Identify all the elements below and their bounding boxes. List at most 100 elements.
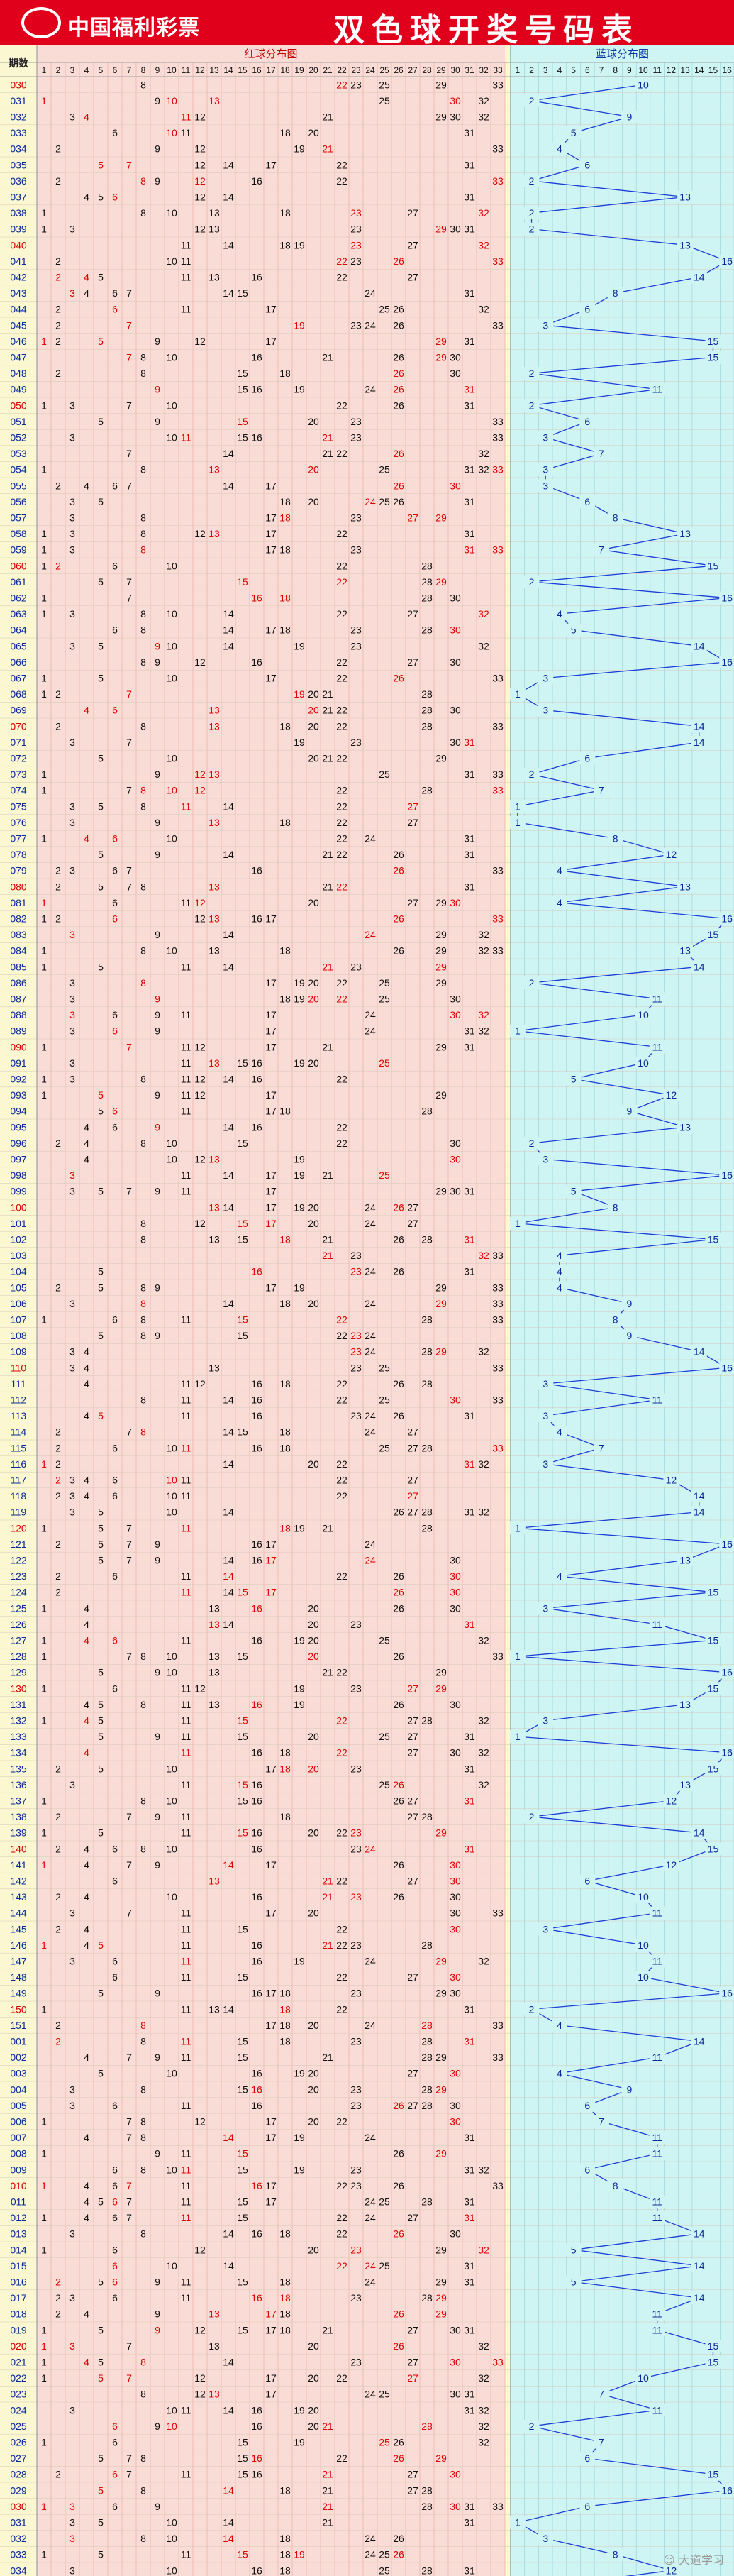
blue-ball-mark-bg (691, 735, 707, 749)
red-ball-mark: 15 (237, 1426, 248, 1438)
blue-ball-mark-bg (719, 591, 734, 605)
red-ball-mark: 18 (279, 624, 291, 636)
red-ball-mark: 11 (181, 1089, 191, 1101)
red-ball-mark: 21 (322, 1939, 333, 1951)
red-ball-mark: 7 (126, 865, 132, 876)
blue-ball-mark: 11 (652, 1619, 662, 1630)
blue-ball-mark: 1 (515, 1522, 521, 1534)
blue-ball-mark-bg (551, 1265, 567, 1278)
red-ball-mark: 26 (393, 2228, 404, 2240)
red-ball-mark: 24 (365, 1266, 376, 1277)
blue-ball-mark-bg (523, 94, 540, 107)
red-ball-mark: 11 (181, 255, 191, 267)
red-ball-mark: 15 (237, 1715, 248, 1727)
red-ball-mark: 15 (237, 416, 248, 427)
blue-ball-mark: 9 (626, 1106, 632, 1117)
blue-ball-mark-bg (607, 832, 623, 845)
red-ball-mark: 2 (55, 1891, 61, 1903)
red-ball-mark: 22 (336, 1667, 347, 1678)
red-ball-mark: 13 (208, 769, 220, 780)
red-ball-mark: 29 (435, 1827, 447, 1839)
red-ball-mark: 22 (336, 2003, 347, 2015)
red-column-label: 23 (351, 65, 361, 75)
period-label: 076 (10, 817, 27, 828)
red-ball-mark: 14 (223, 1458, 234, 1470)
red-ball-mark: 19 (294, 2164, 305, 2175)
red-ball-mark: 17 (265, 2020, 277, 2031)
red-ball-mark: 3 (69, 2565, 75, 2576)
red-ball-mark: 27 (407, 1201, 418, 1213)
red-ball-mark: 8 (140, 2164, 146, 2175)
red-ball-mark: 1 (41, 1041, 47, 1052)
red-ball-mark: 4 (84, 1635, 89, 1646)
red-ball-mark: 8 (140, 1651, 146, 1662)
red-ball-mark: 3 (69, 1057, 75, 1069)
blue-ball-mark-bg (649, 992, 665, 1006)
red-column-label: 21 (323, 65, 333, 75)
red-ball-mark: 27 (407, 2100, 418, 2111)
red-ball-mark: 4 (84, 1843, 89, 1854)
red-ball-mark: 19 (294, 1201, 305, 1213)
blue-ball-mark-bg (551, 1249, 567, 1262)
blue-ball-mark-bg (677, 1553, 694, 1567)
red-ball-mark: 22 (336, 881, 347, 892)
red-ball-mark: 24 (365, 1025, 376, 1037)
red-ball-mark: 2 (55, 1490, 61, 1502)
period-label: 045 (10, 319, 27, 331)
period-label: 043 (10, 287, 27, 299)
red-ball-mark: 20 (308, 416, 319, 427)
red-ball-mark: 31 (464, 2036, 475, 2047)
blue-ball-mark: 14 (694, 2036, 705, 2047)
blue-ball-mark: 16 (721, 1169, 733, 1181)
blue-ball-mark-bg (538, 1152, 554, 1166)
red-ball-mark: 25 (379, 1169, 390, 1181)
red-ball-mark: 21 (322, 849, 333, 860)
red-column-label: 29 (436, 65, 446, 75)
red-ball-mark: 13 (208, 528, 220, 539)
red-ball-mark: 15 (237, 2549, 248, 2560)
period-label: 081 (10, 897, 27, 908)
red-ball-mark: 27 (407, 897, 418, 908)
red-ball-mark: 8 (140, 2357, 146, 2368)
red-ball-mark: 19 (294, 688, 305, 700)
red-ball-mark: 10 (166, 1507, 177, 1518)
red-ball-mark: 2 (55, 336, 61, 347)
period-label: 016 (10, 2277, 27, 2288)
red-ball-mark: 3 (69, 640, 75, 651)
red-column-label: 18 (280, 65, 290, 75)
red-ball-mark: 8 (140, 512, 146, 524)
period-label: 105 (10, 1282, 27, 1293)
red-ball-mark: 6 (112, 2437, 118, 2448)
red-ball-mark: 2 (55, 272, 61, 283)
blue-ball-mark: 6 (584, 2453, 590, 2464)
red-ball-mark: 32 (478, 239, 489, 251)
red-ball-mark: 29 (435, 929, 447, 940)
blue-column-label: 3 (543, 65, 548, 75)
red-ball-mark: 16 (251, 432, 262, 444)
red-ball-mark: 1 (41, 1602, 47, 1614)
red-ball-mark: 14 (223, 1394, 234, 1406)
red-ball-mark: 1 (41, 1795, 47, 1807)
period-label: 022 (10, 2372, 27, 2384)
red-ball-mark: 7 (126, 1908, 132, 1919)
red-ball-mark: 26 (393, 1570, 404, 1582)
red-ball-mark: 9 (155, 656, 160, 668)
red-ball-mark: 26 (393, 1201, 404, 1213)
red-ball-mark: 8 (140, 1298, 146, 1309)
red-ball-mark: 12 (194, 192, 206, 203)
red-ball-mark: 1 (41, 1939, 47, 1951)
red-ball-mark: 31 (464, 849, 475, 860)
red-ball-mark: 8 (140, 2453, 146, 2464)
red-ball-mark: 23 (350, 1266, 362, 1277)
red-ball-mark: 18 (279, 720, 291, 732)
blue-ball-mark: 3 (543, 2533, 548, 2544)
period-label: 107 (10, 1314, 27, 1326)
red-ball-mark: 9 (155, 2501, 160, 2512)
red-ball-mark: 15 (237, 2437, 248, 2448)
period-label: 025 (10, 2421, 27, 2432)
red-ball-mark: 6 (112, 2421, 118, 2432)
red-ball-mark: 3 (69, 2533, 75, 2544)
red-ball-mark: 24 (365, 2020, 376, 2031)
red-ball-mark: 8 (140, 1426, 146, 1438)
red-ball-mark: 15 (237, 368, 248, 379)
